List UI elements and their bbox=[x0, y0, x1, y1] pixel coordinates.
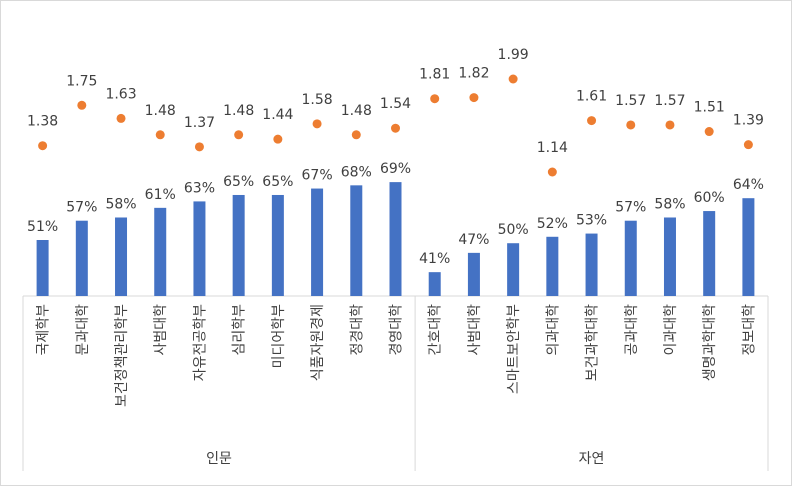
bar bbox=[742, 198, 755, 296]
dot-point bbox=[626, 120, 636, 130]
group-label: 인문 bbox=[206, 451, 232, 467]
bar bbox=[467, 252, 480, 296]
dot-point bbox=[155, 130, 165, 140]
bar bbox=[271, 194, 284, 296]
dot-value-label: 1.99 bbox=[498, 47, 529, 63]
bar-value-label: 58% bbox=[105, 196, 136, 212]
dot-value-label: 1.44 bbox=[262, 107, 293, 123]
dot-point bbox=[587, 116, 597, 126]
dot-point bbox=[547, 167, 557, 177]
category-label: 정경대학 bbox=[349, 304, 365, 356]
dot-point bbox=[704, 127, 714, 137]
category-label: 의과대학 bbox=[545, 304, 561, 356]
bar-value-label: 64% bbox=[733, 177, 764, 193]
bar-value-label: 60% bbox=[694, 190, 725, 206]
bar-value-label: 58% bbox=[654, 196, 685, 212]
dot-value-label: 1.81 bbox=[419, 67, 450, 83]
dot-value-label: 1.51 bbox=[694, 100, 725, 116]
category-label: 스마트보안학부 bbox=[506, 304, 522, 394]
bar bbox=[350, 185, 363, 296]
dot-point bbox=[469, 93, 479, 103]
bar-value-label: 50% bbox=[498, 222, 529, 238]
dot-value-label: 1.14 bbox=[537, 140, 568, 156]
dot-value-label: 1.82 bbox=[458, 66, 489, 82]
dot-value-label: 1.39 bbox=[733, 113, 764, 129]
bar-value-label: 51% bbox=[27, 219, 58, 235]
bar bbox=[311, 188, 324, 296]
bar bbox=[703, 211, 716, 296]
bar-value-label: 53% bbox=[576, 213, 607, 229]
dot-value-label: 1.37 bbox=[184, 115, 215, 131]
dot-point bbox=[38, 141, 48, 151]
bar-value-label: 57% bbox=[615, 200, 646, 216]
bar-value-label: 68% bbox=[341, 164, 372, 180]
category-label: 공과대학 bbox=[624, 304, 640, 356]
category-label: 미디어학부 bbox=[271, 304, 287, 369]
category-label: 식품자원경제 bbox=[310, 304, 326, 381]
dot-value-label: 1.75 bbox=[66, 73, 97, 89]
category-label: 보건과학대학 bbox=[585, 304, 601, 381]
dot-value-label: 1.58 bbox=[301, 92, 332, 108]
dot-value-label: 1.48 bbox=[341, 103, 372, 119]
category-label: 국제학부 bbox=[36, 304, 52, 356]
bar-value-label: 57% bbox=[66, 200, 97, 216]
dot-point bbox=[116, 113, 126, 123]
dot-point bbox=[273, 134, 283, 144]
category-label: 문과대학 bbox=[75, 304, 91, 356]
group-label: 자연 bbox=[579, 451, 605, 467]
bar bbox=[389, 182, 402, 296]
bar bbox=[75, 220, 88, 296]
bar-value-label: 63% bbox=[184, 180, 215, 196]
bar bbox=[663, 217, 676, 296]
bar bbox=[115, 217, 128, 296]
dot-point bbox=[351, 130, 361, 140]
bar bbox=[507, 243, 520, 296]
bar-value-label: 65% bbox=[223, 174, 254, 190]
dot-point bbox=[430, 94, 440, 104]
bar-value-label: 65% bbox=[262, 174, 293, 190]
bar bbox=[585, 233, 598, 296]
category-label: 보건정책관리학부 bbox=[114, 304, 130, 407]
dot-value-label: 1.61 bbox=[576, 89, 607, 105]
bar bbox=[624, 220, 637, 296]
bar-value-label: 69% bbox=[380, 161, 411, 177]
category-label: 간호대학 bbox=[428, 304, 444, 356]
bar bbox=[232, 194, 245, 296]
bar-value-label: 67% bbox=[302, 168, 333, 184]
bar bbox=[193, 201, 206, 296]
bar bbox=[428, 272, 441, 296]
bar-value-label: 47% bbox=[458, 232, 489, 248]
category-label: 사범대학 bbox=[467, 304, 483, 356]
dot-point bbox=[743, 140, 753, 150]
dot-point bbox=[665, 120, 675, 130]
bar-value-label: 41% bbox=[419, 251, 450, 267]
category-label: 사범대학 bbox=[153, 304, 169, 356]
dot-point bbox=[312, 119, 322, 129]
bar bbox=[546, 236, 559, 296]
category-label: 정보대학 bbox=[741, 304, 757, 356]
bar-value-label: 61% bbox=[145, 187, 176, 203]
dot-point bbox=[391, 123, 400, 133]
bar bbox=[36, 240, 49, 296]
category-label: 생명과학대학 bbox=[702, 304, 718, 381]
category-label: 경영대학 bbox=[389, 304, 405, 356]
dot-point bbox=[77, 100, 87, 110]
dot-value-label: 1.54 bbox=[380, 96, 411, 112]
bar-value-label: 52% bbox=[537, 216, 568, 232]
dot-point bbox=[234, 130, 244, 140]
category-label: 자유전공학부 bbox=[192, 304, 208, 381]
category-label: 이과대학 bbox=[663, 304, 679, 356]
dot-value-label: 1.57 bbox=[654, 93, 685, 109]
dot-value-label: 1.48 bbox=[145, 103, 176, 119]
dot-value-label: 1.38 bbox=[27, 114, 58, 130]
dot-value-label: 1.63 bbox=[105, 86, 136, 102]
category-label: 심리학부 bbox=[232, 304, 248, 356]
dot-value-label: 1.57 bbox=[615, 93, 646, 109]
dot-value-label: 1.48 bbox=[223, 103, 254, 119]
dot-point bbox=[508, 74, 518, 84]
bar bbox=[154, 207, 167, 296]
dot-point bbox=[194, 142, 204, 152]
